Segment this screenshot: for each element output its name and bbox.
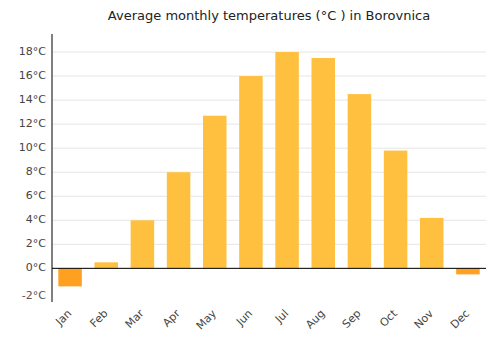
grid-line [52,172,486,173]
x-tick-label: Apr [160,307,183,330]
x-tick-label: Dec [448,307,472,331]
grid-line [52,124,486,125]
x-tick-label: Sep [340,307,364,331]
x-tick-label: Aug [303,307,327,331]
bar [348,94,372,268]
y-tick-label: 4°C [26,213,46,226]
bar [420,218,444,268]
bar [239,76,263,268]
bar [275,52,299,268]
y-tick-label: 2°C [26,237,46,250]
bar [94,262,118,268]
zero-line [52,268,486,269]
y-tick-label: 10°C [19,141,46,154]
bars [58,52,479,286]
bar [167,172,191,268]
y-tick-label: 12°C [19,117,46,130]
y-tick-label: 16°C [19,69,46,82]
grid-line [52,52,486,53]
annotation: -2°C [22,289,46,302]
y-tick-label: 6°C [26,189,46,202]
x-tick-label: Jul [272,307,291,326]
grid-line [52,76,486,77]
x-tick-label: Mar [123,307,147,331]
bar [311,58,335,268]
y-tick-label: 14°C [19,93,46,106]
grid-line [52,148,486,149]
bar [58,268,82,286]
x-tick-label: Nov [412,307,437,332]
bar [131,220,155,268]
bar [384,151,408,269]
x-tick-label: Jun [233,307,255,329]
y-tick-label: 18°C [19,45,46,58]
x-tick-label: May [194,307,220,333]
grid-line [52,268,486,269]
chart-container: Average monthly temperatures (°C ) in Bo… [0,0,500,350]
x-tick-label: Feb [88,307,111,330]
chart-svg: Average monthly temperatures (°C ) in Bo… [0,0,500,350]
bar [203,116,227,269]
y-tick-label: 8°C [26,165,46,178]
grid-line [52,196,486,197]
x-tick-label: Jan [52,307,74,329]
title: Average monthly temperatures (°C ) in Bo… [108,8,430,23]
y-axis-line [52,34,53,302]
y-tick-label: 0°C [26,261,46,274]
x-tick-label: Oct [377,307,400,330]
bar [456,268,480,274]
grid-line [52,100,486,101]
grid [52,52,486,268]
